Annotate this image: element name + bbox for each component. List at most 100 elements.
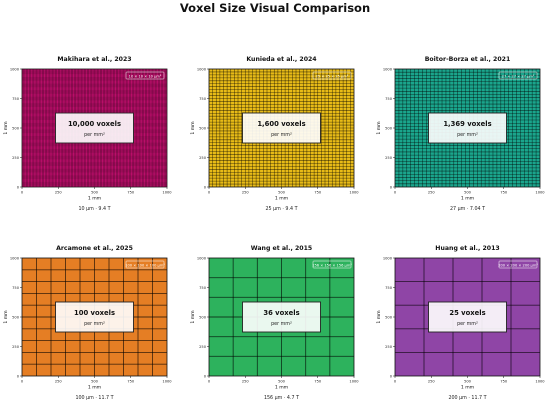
voxel-count-box xyxy=(428,301,507,333)
y-tick-label: 0 xyxy=(204,374,207,378)
voxel-count-box xyxy=(55,301,134,333)
voxel-count-label: 100 voxels xyxy=(74,309,115,317)
y-axis-label: 1 mm xyxy=(3,310,9,324)
x-tick-label: 750 xyxy=(314,191,322,195)
y-axis-label: 1 mm xyxy=(190,310,196,324)
voxel-count-label: 36 voxels xyxy=(263,309,299,317)
y-tick-label: 250 xyxy=(12,345,20,349)
panel-caption: 10 μm · 9.4 T xyxy=(78,206,110,212)
x-tick-label: 0 xyxy=(21,380,24,384)
y-axis-label: 1 mm xyxy=(376,310,382,324)
panels-group: Makihara et al., 2023 10 × 10 × 10 μm³ 10,… xyxy=(3,56,545,401)
y-axis-label: 1 mm xyxy=(376,121,382,135)
voxel-count-box xyxy=(242,112,321,144)
x-axis-label: 1 mm xyxy=(275,196,289,202)
voxel-count-label: 1,600 voxels xyxy=(257,120,305,128)
y-tick-label: 1000 xyxy=(10,67,20,71)
x-axis-label: 1 mm xyxy=(275,385,289,391)
voxel-size-badge xyxy=(312,260,352,269)
voxel-size-badge-text: 156 × 156 × 156 μm³ xyxy=(312,263,352,267)
x-axis-label: 1 mm xyxy=(88,196,102,202)
y-tick-label: 500 xyxy=(385,126,393,130)
panel-title: Wang et al., 2015 xyxy=(251,245,312,252)
x-tick-label: 1000 xyxy=(349,380,359,384)
voxel-size-badge-text: 200 × 200 × 200 μm³ xyxy=(498,263,538,267)
y-tick-label: 250 xyxy=(199,156,207,160)
panel-caption: 100 μm · 11.7 T xyxy=(75,395,113,401)
x-tick-label: 0 xyxy=(21,191,24,195)
per-mm2-label: per mm² xyxy=(457,321,478,327)
panel-title: Arcamone et al., 2025 xyxy=(56,245,133,252)
panel-4: Arcamone et al., 2025 100 × 100 × 100 μm³… xyxy=(3,245,172,401)
voxel-size-badge xyxy=(125,260,165,269)
y-tick-label: 0 xyxy=(17,374,20,378)
x-axis-label: 1 mm xyxy=(88,385,102,391)
x-tick-label: 0 xyxy=(394,191,397,195)
x-tick-label: 500 xyxy=(278,191,286,195)
x-tick-label: 750 xyxy=(127,380,135,384)
voxel-size-badge xyxy=(125,71,165,80)
voxel-size-badge-text: 27 × 27 × 27 μm³ xyxy=(502,74,535,78)
panel-caption: 200 μm · 11.7 T xyxy=(448,395,486,401)
voxel-size-badge xyxy=(498,260,538,269)
per-mm2-label: per mm² xyxy=(84,321,105,327)
voxel-size-badge-text: 25 × 25 × 25 μm³ xyxy=(316,74,349,78)
voxel-size-badge-text: 100 × 100 × 100 μm³ xyxy=(125,263,165,267)
y-tick-label: 500 xyxy=(199,315,207,319)
y-tick-label: 0 xyxy=(390,185,393,189)
x-tick-label: 0 xyxy=(208,380,211,384)
per-mm2-label: per mm² xyxy=(271,132,292,138)
per-mm2-label: per mm² xyxy=(84,132,105,138)
y-axis-label: 1 mm xyxy=(3,121,9,135)
voxel-count-box xyxy=(242,301,321,333)
y-tick-label: 750 xyxy=(12,97,20,101)
x-tick-label: 1000 xyxy=(535,191,545,195)
y-tick-label: 250 xyxy=(199,345,207,349)
x-tick-label: 250 xyxy=(242,191,250,195)
voxel-count-box xyxy=(428,112,507,144)
y-tick-label: 250 xyxy=(385,156,393,160)
y-tick-label: 1000 xyxy=(10,256,20,260)
x-tick-label: 0 xyxy=(394,380,397,384)
panel-6: Huang et al., 2013 200 × 200 × 200 μm³ 25 … xyxy=(376,245,545,401)
figure-title: Voxel Size Visual Comparison xyxy=(180,1,370,15)
panel-5: Wang et al., 2015 156 × 156 × 156 μm³ 36 v… xyxy=(190,245,359,401)
x-tick-label: 750 xyxy=(127,191,135,195)
y-tick-label: 0 xyxy=(17,185,20,189)
y-tick-label: 750 xyxy=(199,97,207,101)
x-tick-label: 750 xyxy=(500,380,508,384)
x-tick-label: 1000 xyxy=(349,191,359,195)
panel-caption: 156 μm · 4.7 T xyxy=(264,395,299,401)
panel-1: Makihara et al., 2023 10 × 10 × 10 μm³ 10,… xyxy=(3,56,172,212)
x-tick-label: 500 xyxy=(91,191,99,195)
panel-title: Boitor-Borza et al., 2021 xyxy=(425,56,511,63)
x-tick-label: 0 xyxy=(208,191,211,195)
x-tick-label: 1000 xyxy=(535,380,545,384)
y-tick-label: 750 xyxy=(385,286,393,290)
voxel-count-label: 25 voxels xyxy=(449,309,485,317)
voxel-count-label: 1,369 voxels xyxy=(443,120,491,128)
y-tick-label: 1000 xyxy=(383,67,393,71)
x-tick-label: 750 xyxy=(500,191,508,195)
panel-caption: 25 μm · 9.4 T xyxy=(265,206,297,212)
y-axis-label: 1 mm xyxy=(190,121,196,135)
y-tick-label: 500 xyxy=(385,315,393,319)
panel-title: Huang et al., 2013 xyxy=(435,245,499,252)
y-tick-label: 750 xyxy=(199,286,207,290)
y-tick-label: 750 xyxy=(385,97,393,101)
panel-title: Kunieda et al., 2024 xyxy=(246,56,317,63)
y-tick-label: 750 xyxy=(12,286,20,290)
y-tick-label: 1000 xyxy=(197,67,207,71)
y-tick-label: 500 xyxy=(12,126,20,130)
y-tick-label: 500 xyxy=(12,315,20,319)
x-tick-label: 500 xyxy=(91,380,99,384)
x-axis-label: 1 mm xyxy=(461,196,475,202)
voxel-size-badge xyxy=(498,71,538,80)
x-tick-label: 250 xyxy=(428,380,436,384)
x-tick-label: 750 xyxy=(314,380,322,384)
x-axis-label: 1 mm xyxy=(461,385,475,391)
voxel-grid xyxy=(22,69,167,187)
x-tick-label: 250 xyxy=(242,380,250,384)
y-tick-label: 1000 xyxy=(383,256,393,260)
